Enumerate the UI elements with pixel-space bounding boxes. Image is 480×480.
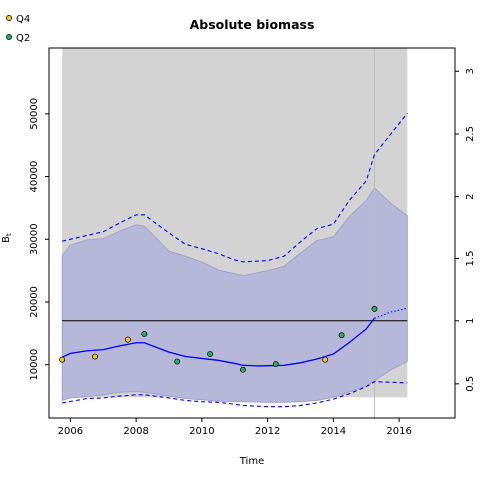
observation-point-q2-3 (240, 366, 246, 373)
y-tick-label: 50000 (29, 98, 40, 130)
x-tick-label: 2010 (189, 426, 214, 437)
y2-tick-label: 3 (465, 68, 476, 74)
observation-point-q4-0 (59, 356, 66, 363)
x-tick-label: 2014 (321, 426, 346, 437)
y-axis-label: Bt (1, 233, 13, 243)
x-tick-label: 2006 (58, 426, 83, 437)
y-axis-label-subscript: t (5, 233, 13, 236)
x-axis-label: Time (239, 456, 264, 467)
x-tick-label: 2008 (123, 426, 148, 437)
observation-point-q2-4 (272, 361, 279, 368)
legend-label-q4: Q4 (16, 14, 30, 25)
observation-point-q4-3 (322, 356, 329, 363)
observation-point-q2-1 (174, 358, 181, 365)
legend-label-q2: Q2 (16, 33, 30, 44)
y-tick-label: 20000 (29, 286, 40, 318)
observation-point-q2-5 (338, 332, 345, 339)
observation-point-q2-0 (141, 331, 148, 337)
observation-point-q4-2 (124, 336, 131, 343)
y-tick-label: 30000 (29, 223, 40, 255)
series-line-dotted-1 (374, 307, 408, 319)
chart-title: Absolute biomass (190, 17, 315, 32)
y2-tick-label: 2 (465, 193, 476, 199)
y2-tick-label: 1 (465, 318, 476, 324)
y2-tick-label: 2.5 (465, 126, 476, 142)
y-tick-label: 10000 (29, 349, 40, 381)
y2-tick-label: 0.5 (465, 376, 476, 392)
series-line-solid-0 (61, 317, 375, 367)
plot-area (59, 48, 408, 418)
plot-frame (48, 47, 456, 419)
observation-point-q2-6 (371, 305, 378, 312)
legend-marker-q4 (6, 15, 12, 21)
series-line-dashed-2 (62, 112, 408, 263)
y-tick-label: 40000 (29, 161, 40, 193)
x-tick-label: 2016 (386, 426, 411, 437)
legend: Q4 Q2 (6, 14, 30, 44)
legend-marker-q2 (6, 34, 12, 40)
y-axis-label-main: B (1, 236, 12, 243)
axes: 2006 2008 2010 2012 2014 2016 10000 20000 30000 4… (29, 47, 476, 437)
y2-tick-label: 1.5 (465, 251, 476, 267)
series-line-dashed-3 (62, 381, 408, 408)
observation-point-q4-1 (92, 353, 98, 360)
observation-point-q2-2 (207, 351, 214, 357)
x-tick-label: 2012 (255, 426, 280, 437)
confidence-band (61, 187, 408, 403)
